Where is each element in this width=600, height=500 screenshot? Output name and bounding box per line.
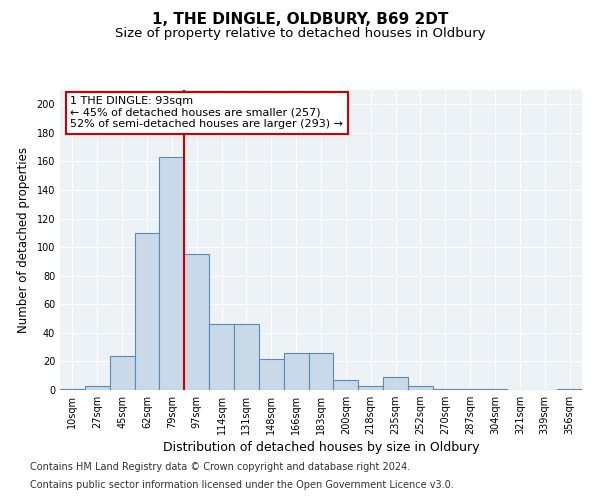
Bar [160,157,184,390]
X-axis label: Distribution of detached houses by size in Oldbury: Distribution of detached houses by size … [163,442,479,454]
Text: Contains public sector information licensed under the Open Government Licence v3: Contains public sector information licen… [30,480,454,490]
Bar [209,324,234,390]
Bar [433,388,458,390]
Bar [85,386,110,390]
Bar [284,353,308,390]
Text: 1, THE DINGLE, OLDBURY, B69 2DT: 1, THE DINGLE, OLDBURY, B69 2DT [152,12,448,28]
Bar [358,386,383,390]
Bar [408,386,433,390]
Bar [60,388,85,390]
Text: 1 THE DINGLE: 93sqm
← 45% of detached houses are smaller (257)
52% of semi-detac: 1 THE DINGLE: 93sqm ← 45% of detached ho… [70,96,343,129]
Bar [259,358,284,390]
Bar [482,388,508,390]
Bar [134,233,160,390]
Y-axis label: Number of detached properties: Number of detached properties [17,147,29,333]
Bar [110,356,134,390]
Text: Contains HM Land Registry data © Crown copyright and database right 2024.: Contains HM Land Registry data © Crown c… [30,462,410,472]
Bar [184,254,209,390]
Bar [334,380,358,390]
Bar [557,388,582,390]
Bar [308,353,334,390]
Bar [383,377,408,390]
Bar [234,324,259,390]
Bar [458,388,482,390]
Text: Size of property relative to detached houses in Oldbury: Size of property relative to detached ho… [115,28,485,40]
